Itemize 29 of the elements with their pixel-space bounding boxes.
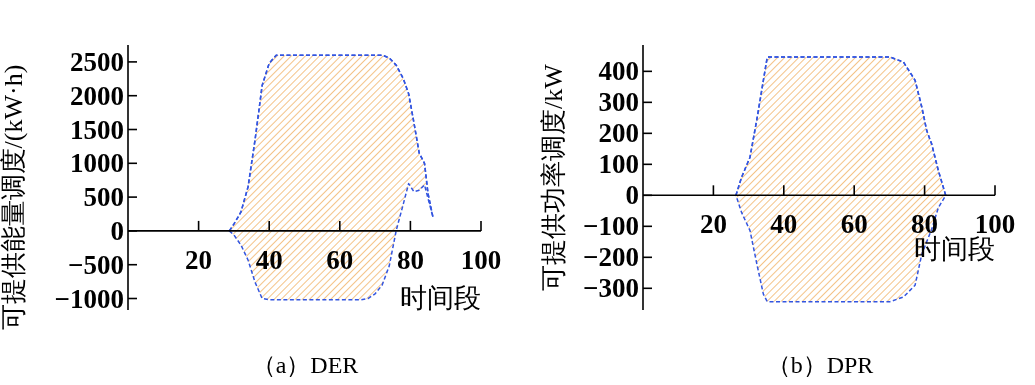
x-tick-label: 40 <box>770 209 798 240</box>
y-tick-label: 2000 <box>70 80 124 111</box>
y-tick-label: −500 <box>68 249 124 280</box>
y-tick-label: 500 <box>83 182 124 213</box>
y-tick-label: 100 <box>598 149 639 180</box>
y-tick-label: −200 <box>583 242 639 273</box>
x-tick-label: 40 <box>255 244 283 275</box>
y-tick-label: −300 <box>583 273 639 304</box>
x-tick-label: 20 <box>185 244 213 275</box>
y-axis-title: 可提供能量调度/(kW·h) <box>0 64 28 331</box>
y-tick-label: 0 <box>625 180 639 211</box>
x-tick-label: 60 <box>840 209 868 240</box>
x-tick-label: 80 <box>396 244 424 275</box>
text: （a）DER <box>251 352 359 378</box>
x-tick-label: 60 <box>326 244 354 275</box>
y-tick-label: 300 <box>598 87 639 118</box>
y-tick-label: 400 <box>598 56 639 87</box>
y-tick-label: −1000 <box>54 283 124 314</box>
y-tick-label: 1500 <box>70 114 124 145</box>
y-tick-label: 2500 <box>70 46 124 77</box>
text: （b）DPR <box>766 352 874 378</box>
y-tick-label: 200 <box>598 118 639 149</box>
y-tick-label: 1000 <box>70 148 124 179</box>
x-axis-title: 时间段 <box>400 282 481 313</box>
y-tick-label: −100 <box>583 211 639 242</box>
x-tick-label: 100 <box>460 244 502 275</box>
y-axis-title: 可提供功率调度/kW <box>539 63 568 291</box>
y-tick-label: 0 <box>110 215 124 246</box>
x-tick-label: 20 <box>699 209 727 240</box>
